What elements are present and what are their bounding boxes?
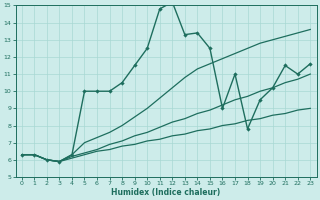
X-axis label: Humidex (Indice chaleur): Humidex (Indice chaleur) — [111, 188, 221, 197]
